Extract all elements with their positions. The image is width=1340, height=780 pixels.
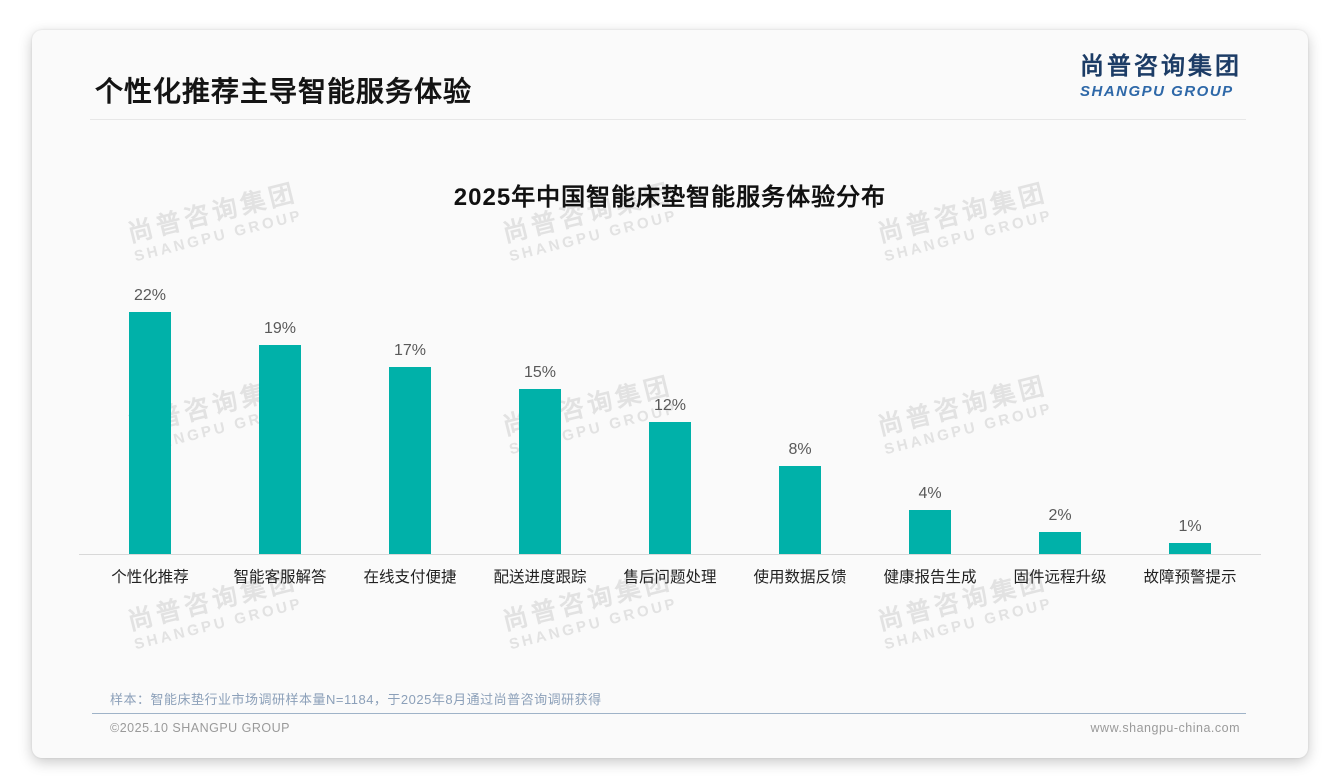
- copyright-text: ©2025.10 SHANGPU GROUP: [110, 721, 290, 735]
- bar-value-label: 4%: [918, 485, 942, 502]
- watermark-en-text: SHANGPU GROUP: [132, 206, 305, 266]
- watermark-en-text: SHANGPU GROUP: [882, 206, 1055, 266]
- bar-value-label: 2%: [1048, 507, 1072, 524]
- watermark-en-text: SHANGPU GROUP: [507, 594, 680, 654]
- bar: [1169, 543, 1211, 554]
- bar-value-label: 8%: [788, 441, 812, 458]
- bar-value-label: 22%: [133, 287, 167, 304]
- bar-column: 8%: [735, 280, 865, 554]
- watermark-en-text: SHANGPU GROUP: [507, 206, 680, 266]
- bar-column: 15%: [475, 280, 605, 554]
- bar: [129, 312, 171, 554]
- bars-area: 22% 19% 17% 15% 12% 8% 4% 2% 1%: [85, 280, 1255, 554]
- header-divider: [90, 119, 1246, 120]
- bar-value-label: 19%: [263, 320, 297, 337]
- logo: 尚普咨询集团 SHANGPU GROUP: [1080, 53, 1242, 101]
- category-label: 配送进度跟踪: [493, 569, 587, 586]
- bar-value-label: 12%: [653, 397, 687, 414]
- slide: 尚普咨询集团 SHANGPU GROUP 尚普咨询集团 SHANGPU GROUP 尚普…: [32, 30, 1308, 758]
- watermark-en-text: SHANGPU GROUP: [132, 594, 305, 654]
- bar: [259, 345, 301, 554]
- category-label: 使用数据反馈: [753, 569, 847, 586]
- category-label: 在线支付便捷: [363, 569, 457, 586]
- bar-column: 22%: [85, 280, 215, 554]
- page-title: 个性化推荐主导智能服务体验: [95, 76, 473, 107]
- bar-column: 19%: [215, 280, 345, 554]
- bar-column: 12%: [605, 280, 735, 554]
- watermark-en-text: SHANGPU GROUP: [882, 594, 1055, 654]
- footer: ©2025.10 SHANGPU GROUP www.shangpu-china…: [110, 721, 1240, 735]
- category-label: 固件远程升级: [1013, 569, 1107, 586]
- bar-value-label: 17%: [393, 342, 427, 359]
- bar-column: 1%: [1125, 280, 1255, 554]
- website-text: www.shangpu-china.com: [1090, 721, 1240, 735]
- category-label: 健康报告生成: [883, 569, 977, 586]
- bar: [779, 466, 821, 554]
- footer-divider: [92, 713, 1246, 714]
- category-label: 个性化推荐: [111, 569, 189, 586]
- bar-column: 17%: [345, 280, 475, 554]
- source-note: 样本：智能床垫行业市场调研样本量N=1184，于2025年8月通过尚普咨询调研获…: [110, 692, 602, 707]
- bar: [1039, 532, 1081, 554]
- bar: [909, 510, 951, 554]
- bar-value-label: 1%: [1178, 518, 1202, 535]
- bar: [649, 422, 691, 554]
- chart-title: 2025年中国智能床垫智能服务体验分布: [453, 184, 887, 211]
- logo-en-text: SHANGPU GROUP: [1080, 82, 1234, 100]
- bar-column: 2%: [995, 280, 1125, 554]
- logo-cn-text: 尚普咨询集团: [1080, 53, 1242, 80]
- bar: [519, 389, 561, 554]
- category-label: 智能客服解答: [233, 569, 327, 586]
- category-label: 故障预警提示: [1143, 569, 1237, 586]
- bar-column: 4%: [865, 280, 995, 554]
- category-label: 售后问题处理: [623, 569, 717, 586]
- category-axis: 个性化推荐 智能客服解答 在线支付便捷 配送进度跟踪 售后问题处理 使用数据反馈 健康报告生…: [85, 565, 1255, 587]
- x-axis-line: [79, 554, 1261, 555]
- bar: [389, 367, 431, 554]
- bar-value-label: 15%: [523, 364, 557, 381]
- bar-chart: 22% 19% 17% 15% 12% 8% 4% 2% 1% 个性化推荐 智能客服解答 在线支付便…: [79, 280, 1261, 586]
